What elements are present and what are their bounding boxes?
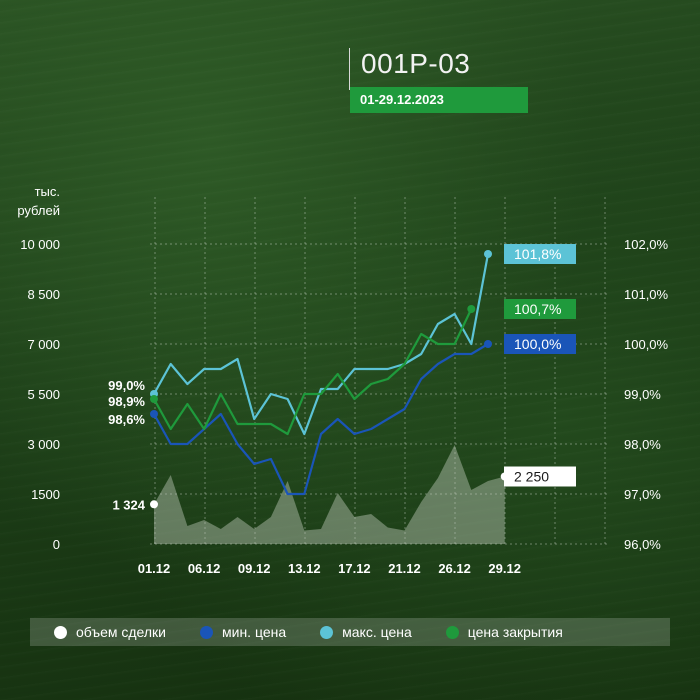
legend-item-close: цена закрытия [445, 624, 563, 640]
x-tick-label: 13.12 [288, 561, 321, 576]
close-price-line [153, 308, 473, 436]
right-tick-label: 99,0% [624, 387, 661, 402]
close-end-label: 100,7% [514, 301, 561, 317]
legend-dot-icon [445, 625, 459, 639]
value-labels: 99,0%98,9% 98,6% 1 324 101,8% 100,7% 100,0% 2 … [108, 244, 576, 512]
volume-end-label: 2 250 [514, 469, 549, 485]
legend-dot-icon [200, 625, 213, 639]
title-block: 001P-03 [349, 48, 470, 90]
close-end-point [467, 305, 476, 313]
right-tick-label: 97,0% [624, 487, 661, 502]
close-end-badge-box [504, 299, 576, 319]
max-end-badge-box [504, 244, 576, 264]
volume-area-layer [154, 445, 505, 544]
min-end-badge-box [504, 334, 576, 354]
x-tick-label: 17.12 [338, 561, 371, 576]
chart-grid [150, 197, 610, 545]
x-tick-label: 26.12 [438, 561, 471, 576]
legend-dot-icon [54, 625, 67, 639]
max-end-label: 101,8% [514, 246, 561, 262]
max-end-badge: 101,8% [504, 244, 576, 264]
left-tick-label: 0 [53, 537, 60, 552]
max-price-line [153, 253, 490, 436]
x-tick-label: 01.12 [138, 561, 171, 576]
x-tick-label: 21.12 [388, 561, 421, 576]
volume-end-badge-box [504, 466, 576, 487]
legend-label: цена закрытия [467, 624, 563, 640]
right-tick-label: 101,0% [624, 287, 669, 302]
legend-label: макс. цена [342, 624, 412, 640]
left-tick-label: 5 500 [27, 387, 60, 402]
legend-item-max: макс. цена [320, 624, 412, 640]
right-tick-label: 98,0% [624, 437, 661, 452]
min-start-label: 98,6% [108, 412, 145, 427]
x-tick-label: 29.12 [488, 561, 521, 576]
chart-legend: объем сделки мин. цена макс. цена цена закр… [30, 618, 670, 646]
volume-area [154, 445, 505, 544]
legend-item-min: мин. цена [200, 624, 286, 640]
right-axis: 102,0% 101,0% 100,0% 99,0% 98,0% 97,0% 96,0% [624, 237, 669, 552]
price-lines-layer [153, 253, 490, 496]
legend-label: объем сделки [76, 624, 166, 640]
min-start-point [150, 410, 158, 418]
date-range-badge: 01-29.12.2023 [350, 87, 528, 113]
left-axis-unit-label: рублей [17, 203, 60, 218]
left-axis-unit-label: тыс. [35, 184, 60, 199]
left-axis: тыс. рублей 10 000 8 500 7 000 5 500 3 000 1500… [17, 184, 60, 552]
x-axis: 01.12 06.12 09.12 13.12 17.12 21.12 26.12 29.12 [138, 561, 521, 576]
min-price-line [153, 343, 489, 496]
volume-end-badge: 2 250 [504, 466, 576, 487]
left-tick-label: 10 000 [20, 237, 60, 252]
legend-dot-icon [320, 625, 334, 639]
x-tick-label: 06.12 [188, 561, 221, 576]
volume-start-point [150, 500, 158, 509]
left-tick-label: 7 000 [27, 337, 60, 352]
min-end-point [484, 340, 492, 348]
close-end-badge: 100,7% [504, 299, 576, 319]
right-tick-label: 96,0% [624, 537, 661, 552]
max-end-point [484, 250, 492, 258]
close-start-label: 98,9% [108, 394, 145, 409]
left-tick-label: 8 500 [27, 287, 60, 302]
right-tick-label: 102,0% [624, 237, 669, 252]
right-tick-label: 100,0% [624, 337, 669, 352]
legend-label: мин. цена [222, 624, 287, 640]
left-tick-label: 1500 [31, 487, 60, 502]
bond-title: 001P-03 [361, 48, 471, 79]
min-end-label: 100,0% [514, 336, 561, 352]
left-tick-label: 3 000 [27, 437, 60, 452]
max-start-label: 99,0% [108, 378, 145, 393]
min-end-badge: 100,0% [504, 334, 576, 354]
x-tick-label: 09.12 [238, 561, 271, 576]
close-start-point [150, 395, 158, 403]
legend-item-volume: объем сделки [54, 624, 166, 640]
volume-start-label: 1 324 [112, 497, 145, 512]
